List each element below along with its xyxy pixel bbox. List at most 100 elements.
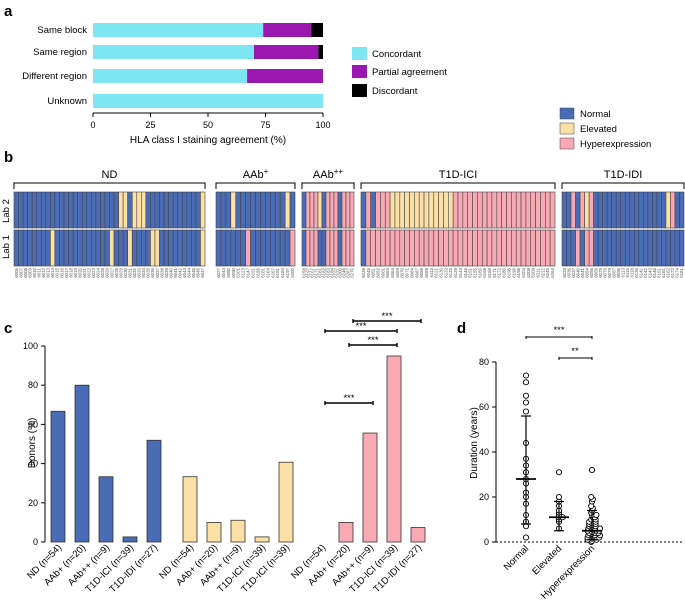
heatmap-cell xyxy=(36,229,42,267)
heatmap-cell xyxy=(643,191,649,229)
heatmap-cell xyxy=(68,191,74,229)
bar-normal xyxy=(122,536,138,543)
donor-id: 6142 xyxy=(643,267,648,277)
legend-label: Normal xyxy=(580,109,611,120)
heatmap-cell xyxy=(394,229,401,267)
y-axis-title: Duration (years) xyxy=(469,407,480,479)
donor-id: 6039 xyxy=(164,267,169,277)
heatmap-cell xyxy=(317,191,323,229)
heatmap-cell xyxy=(477,229,483,267)
panel-d-label: d xyxy=(457,320,466,337)
legend-swatch-concordant xyxy=(352,47,367,60)
heatmap-cell xyxy=(172,191,179,229)
heatmap-cell xyxy=(333,229,339,267)
donor-id: 6015 xyxy=(55,267,60,277)
donor-id: 6197 xyxy=(306,267,311,277)
donor-id: 6056 xyxy=(589,267,594,277)
heatmap-cell xyxy=(200,229,206,267)
heatmap-cell xyxy=(360,191,367,229)
donor-id: 6089 xyxy=(424,267,429,277)
heatmap-cell xyxy=(433,229,439,267)
heatmap-cell xyxy=(520,229,527,267)
group-bracket xyxy=(13,182,206,189)
sig-label: ** xyxy=(571,346,579,357)
x-tick-label: 50 xyxy=(203,120,213,130)
panel-a-bars xyxy=(93,23,323,108)
heatmap-cell xyxy=(104,229,110,267)
heatmap-cell xyxy=(414,191,420,229)
donor-id: 6080 xyxy=(226,267,231,277)
heatmap-cell xyxy=(13,191,19,229)
heatmap-cell xyxy=(404,229,410,267)
donor-id: 6036 xyxy=(566,267,571,277)
donor-id: 6021 xyxy=(82,267,87,277)
donor-id: 6034 xyxy=(141,267,146,277)
heatmap-cell xyxy=(63,229,69,267)
heatmap-cell xyxy=(86,229,92,267)
heatmap-cell xyxy=(22,191,28,229)
heatmap-cell xyxy=(365,229,372,267)
heatmap-cell xyxy=(235,191,241,229)
heatmap-cell xyxy=(337,229,343,267)
heatmap-cell xyxy=(570,229,576,267)
donor-id: 6032 xyxy=(132,267,137,277)
heatmap-cell xyxy=(491,191,498,229)
heatmap-cell xyxy=(540,191,546,229)
y-tick-label: 20 xyxy=(28,498,38,508)
heatmap-cell xyxy=(506,191,512,229)
donor-id: 6031 xyxy=(127,267,132,277)
heatmap-cell xyxy=(118,229,124,267)
heatmap-cell xyxy=(409,191,415,229)
category-label: Same block xyxy=(37,25,87,36)
donor-id: 6164 xyxy=(265,267,270,277)
heatmap-cell xyxy=(250,191,256,229)
donor-id: 6197 xyxy=(285,267,290,277)
heatmap-cell xyxy=(68,229,74,267)
panel-a-categories: Same block Same region Different region … xyxy=(22,25,87,107)
heatmap-cell xyxy=(549,191,556,229)
heatmap-cell xyxy=(141,191,147,229)
legend-label: Partial agreement xyxy=(372,67,447,78)
bar-hyper xyxy=(410,527,426,543)
bar-normal xyxy=(98,476,114,543)
donor-id: 6063 xyxy=(385,267,390,277)
x-tick-label: 25 xyxy=(145,120,155,130)
data-point xyxy=(555,469,563,476)
heatmap-cell xyxy=(579,191,585,229)
donor-id: 6044 xyxy=(187,267,192,277)
heatmap-cell xyxy=(95,191,101,229)
heatmap-cell xyxy=(191,191,197,229)
x-tick-label: Elevated xyxy=(530,543,564,577)
heatmap-cell xyxy=(462,229,469,267)
panel-a-legend: Concordant Partial agreement Discordant xyxy=(352,47,447,97)
heatmap-cell xyxy=(220,191,227,229)
heatmap-cell xyxy=(566,191,572,229)
data-point xyxy=(522,372,530,379)
heatmap-cell xyxy=(679,191,685,229)
donor-id: 6197 xyxy=(334,267,339,277)
heatmap-cell xyxy=(317,229,323,267)
heatmap-cell xyxy=(584,191,590,229)
heatmap-cell xyxy=(670,191,676,229)
heatmap-cell xyxy=(633,229,640,267)
heatmap-cell xyxy=(235,229,241,267)
bar-segment-concordant xyxy=(93,23,264,37)
sig-label: *** xyxy=(553,325,564,336)
donor-id: 6047 xyxy=(200,267,205,277)
bar-normal xyxy=(74,384,90,543)
sig-label: *** xyxy=(367,335,378,346)
heatmap-cell xyxy=(168,191,174,229)
donor-id: 6020 xyxy=(77,267,82,277)
heatmap-cell xyxy=(168,229,174,267)
heatmap-cell xyxy=(309,191,315,229)
heatmap-cell xyxy=(50,229,56,267)
donor-id: 6151 xyxy=(251,267,256,277)
heatmap-cell xyxy=(59,191,65,229)
donor-id: 6101 xyxy=(236,267,241,277)
donor-id: 6182 xyxy=(322,267,327,277)
data-point xyxy=(593,511,600,519)
donor-id: 6046 xyxy=(196,267,201,277)
donor-id: 6052 xyxy=(375,267,380,277)
panel-c-axis: 0 20 40 60 80 100 xyxy=(23,341,46,547)
heatmap-cell xyxy=(18,191,24,229)
